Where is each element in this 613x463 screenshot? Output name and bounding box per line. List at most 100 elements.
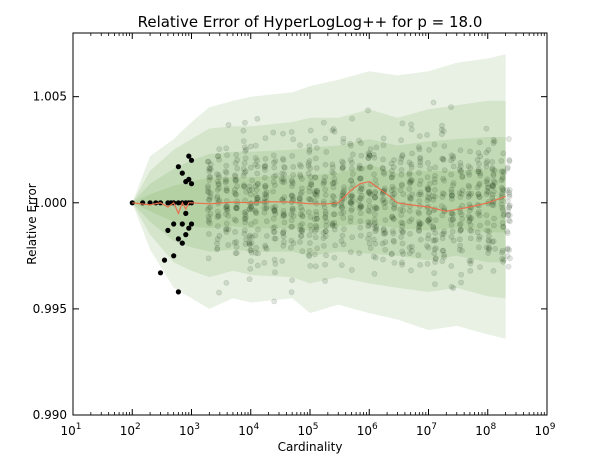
scatter-point <box>432 172 438 179</box>
scatter-point <box>439 231 446 238</box>
scatter-point <box>339 204 346 211</box>
scatter-point <box>206 174 213 180</box>
scatter-point <box>329 164 336 171</box>
scatter-point <box>298 185 305 192</box>
scatter-point <box>486 246 492 253</box>
scatter-point <box>391 259 398 266</box>
scatter-point <box>388 250 395 257</box>
scatter-point <box>232 160 239 166</box>
scatter-point <box>500 224 507 230</box>
y-axis-label: Relative Error <box>25 183 39 265</box>
scatter-point <box>400 228 407 235</box>
scatter-point <box>499 220 506 226</box>
scatter-point <box>458 211 465 218</box>
scatter-point <box>252 207 259 214</box>
scatter-point <box>216 156 222 163</box>
scatter-point <box>441 143 448 149</box>
scatter-point <box>252 183 259 189</box>
scatter-point <box>206 196 213 202</box>
scatter-point <box>311 216 318 223</box>
scatter-point <box>263 245 270 252</box>
scatter-point <box>388 160 395 167</box>
scatter-point <box>322 277 328 284</box>
scatter-point <box>207 193 214 200</box>
scatter-point <box>248 186 255 193</box>
scatter-point <box>222 226 229 233</box>
scatter-point <box>280 228 287 234</box>
scatter-point <box>476 161 482 167</box>
scatter-point <box>312 155 319 162</box>
scatter-point <box>254 262 261 269</box>
scatter-point <box>457 163 464 169</box>
scatter-point <box>504 230 511 236</box>
scatter-point <box>280 212 287 219</box>
scatter-point <box>270 178 277 185</box>
scatter-point <box>498 177 505 184</box>
scatter-point <box>340 135 347 142</box>
scatter-point <box>331 128 338 135</box>
scatter-point <box>439 235 446 242</box>
scatter-point <box>466 192 473 199</box>
scatter-point <box>426 219 433 226</box>
scatter-point <box>431 186 438 193</box>
scatter-point <box>425 244 432 251</box>
scatter-point <box>440 191 447 198</box>
scatter-point <box>357 194 364 201</box>
scatter-point <box>459 173 466 180</box>
scatter-point <box>426 190 432 197</box>
scatter-point <box>398 234 405 240</box>
scatter-point <box>466 184 473 190</box>
scatter-point <box>179 240 185 246</box>
scatter-point <box>492 245 498 252</box>
scatter-point <box>474 184 481 191</box>
scatter-point <box>205 189 212 196</box>
scatter-point <box>458 279 464 286</box>
scatter-point <box>485 189 492 196</box>
scatter-point <box>313 145 320 151</box>
scatter-point <box>312 174 319 181</box>
scatter-point <box>389 191 396 198</box>
scatter-point <box>231 239 238 246</box>
scatter-point <box>391 205 397 212</box>
scatter-point <box>296 161 303 168</box>
scatter-point <box>321 177 327 184</box>
scatter-point <box>380 135 387 142</box>
scatter-point <box>357 204 364 211</box>
scatter-point <box>499 204 506 211</box>
scatter-point <box>242 155 249 162</box>
scatter-point <box>347 156 354 163</box>
scatter-point <box>311 228 318 235</box>
scatter-point <box>262 162 269 169</box>
scatter-point <box>240 172 247 179</box>
scatter-point <box>271 206 278 213</box>
scatter-point <box>206 220 213 227</box>
x-tick-label: 106 <box>357 422 378 438</box>
scatter-point <box>311 251 318 258</box>
scatter-point <box>329 161 336 168</box>
scatter-point <box>205 183 211 189</box>
scatter-point <box>242 168 249 175</box>
scatter-point <box>408 176 414 183</box>
scatter-point <box>233 204 240 211</box>
scatter-point <box>348 199 354 206</box>
scatter-point <box>161 257 168 263</box>
scatter-point <box>205 255 212 262</box>
scatter-point <box>415 209 422 215</box>
scatter-point <box>490 170 497 177</box>
scatter-point <box>224 207 231 214</box>
x-tick-label: 104 <box>238 422 259 438</box>
scatter-point <box>246 183 253 190</box>
scatter-point <box>490 136 497 143</box>
scatter-point <box>416 133 423 139</box>
scatter-point <box>254 170 261 177</box>
scatter-point <box>322 261 328 268</box>
scatter-point <box>430 237 437 244</box>
scatter-point <box>271 224 278 230</box>
scatter-point <box>313 192 320 199</box>
scatter-point <box>465 194 472 200</box>
scatter-point <box>491 179 498 186</box>
scatter-point <box>465 169 472 176</box>
scatter-point <box>391 204 398 210</box>
scatter-point <box>299 220 305 227</box>
x-tick-label: 103 <box>179 422 200 438</box>
